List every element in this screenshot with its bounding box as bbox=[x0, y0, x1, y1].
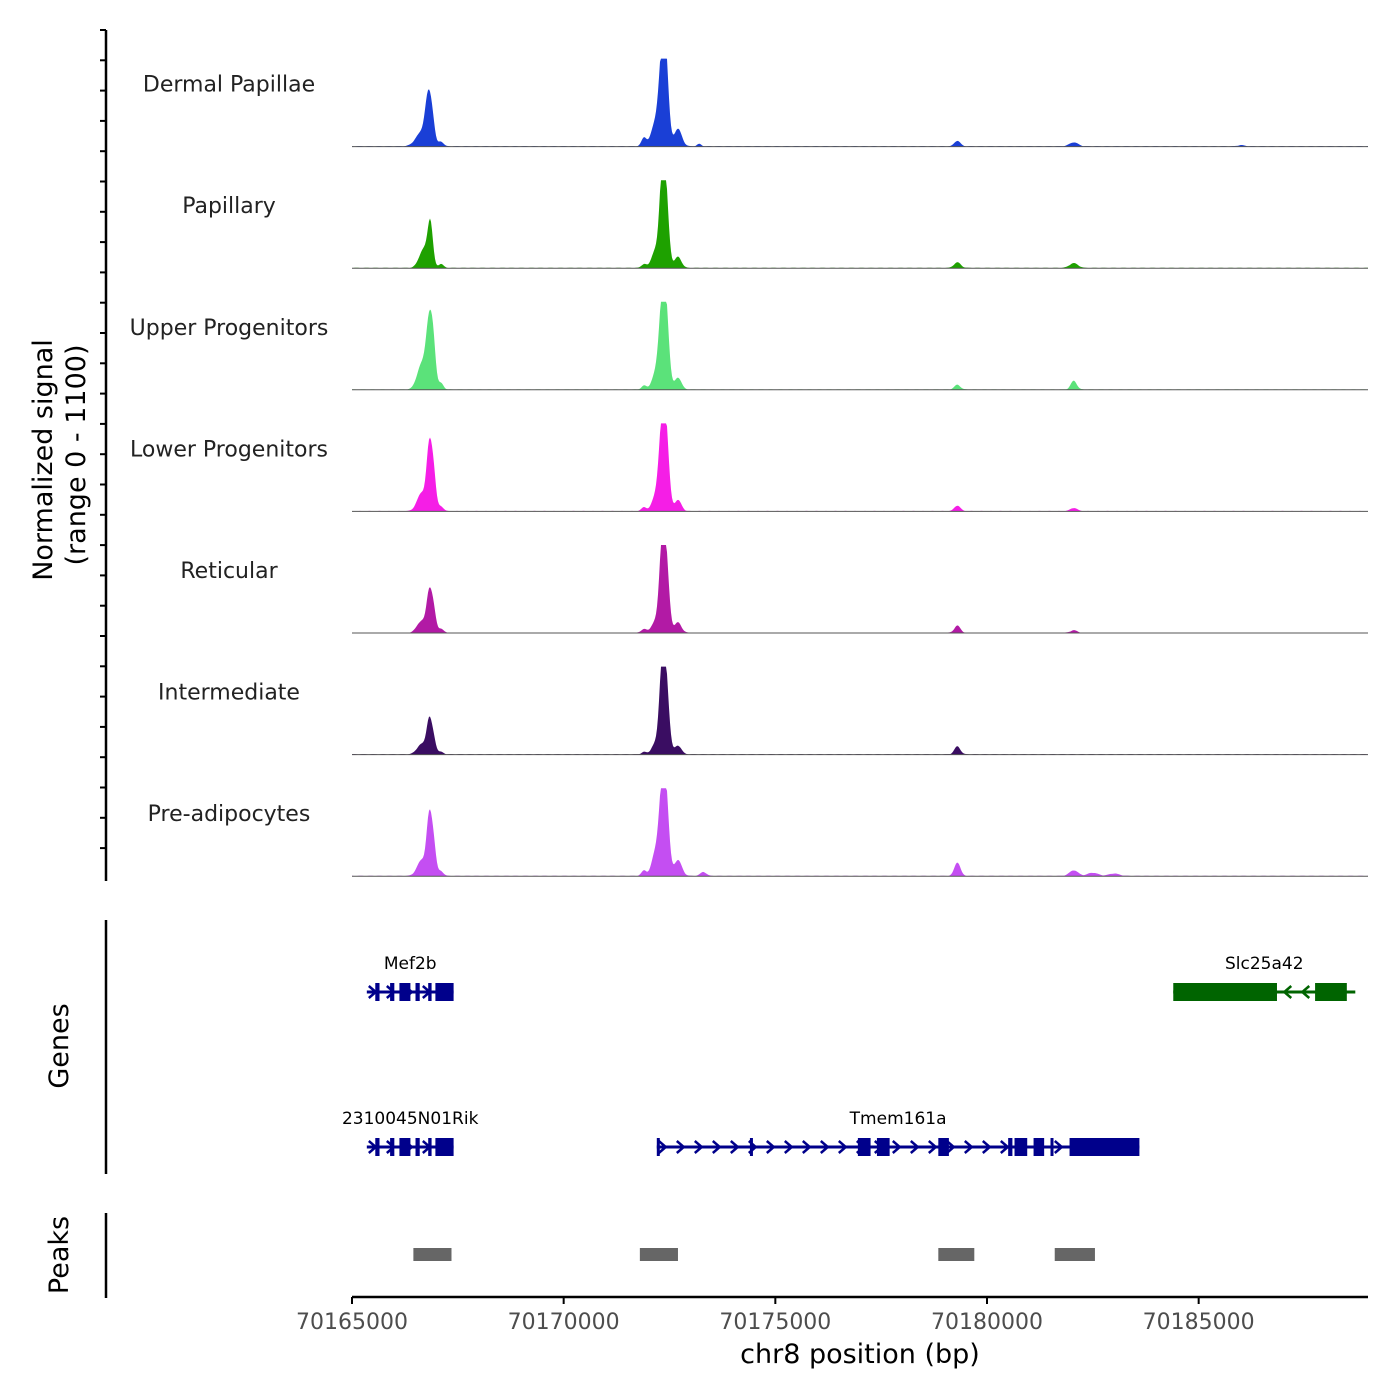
gene-strand-arrow bbox=[1300, 985, 1311, 999]
track-label: Upper Progenitors bbox=[130, 316, 329, 341]
peak-region bbox=[1054, 1248, 1095, 1261]
gene-strand-arrow bbox=[693, 1140, 704, 1154]
y-axis-range: (range 0 - 1100) bbox=[61, 345, 92, 566]
gene-exon bbox=[1008, 1138, 1013, 1156]
gene-exon bbox=[390, 983, 395, 1001]
gene-strand-arrow bbox=[891, 1140, 902, 1154]
peak-region bbox=[938, 1248, 975, 1261]
gene-exon bbox=[428, 1138, 432, 1156]
gene-strand-arrow bbox=[729, 1140, 740, 1154]
gene-strand-arrow bbox=[1053, 1140, 1064, 1154]
track-label: Reticular bbox=[180, 559, 278, 584]
peaks-panel bbox=[104, 1213, 1095, 1298]
peak-region bbox=[639, 1248, 678, 1261]
x-axis: 70165000 70170000 70175000 70180000 70185000 bbox=[296, 1295, 1368, 1335]
gene-strand-arrow bbox=[801, 1140, 812, 1154]
gene-strand-arrow bbox=[999, 1140, 1010, 1154]
gene-label: Tmem161a bbox=[849, 1109, 947, 1129]
gene-strand-arrow bbox=[783, 1140, 794, 1154]
gene-exon bbox=[399, 983, 411, 1001]
gene-exon bbox=[399, 1138, 411, 1156]
gene-exon bbox=[1173, 983, 1277, 1001]
y-axis-title: Normalized signal bbox=[28, 339, 59, 581]
gene-exon bbox=[1033, 1138, 1045, 1156]
gene-label: Mef2b bbox=[384, 954, 437, 974]
gene-strand-arrow bbox=[675, 1140, 686, 1154]
x-tick-label: 70185000 bbox=[1143, 1310, 1255, 1335]
track-label: Dermal Papillae bbox=[143, 73, 315, 98]
genes-axis-title: Genes bbox=[44, 1003, 75, 1088]
gene-exon bbox=[375, 1138, 380, 1156]
gene-exon bbox=[857, 1138, 871, 1156]
track-label: Intermediate bbox=[158, 681, 300, 706]
gene-exon bbox=[415, 1138, 420, 1156]
gene-strand-arrow bbox=[765, 1140, 776, 1154]
gene-strand-arrow bbox=[945, 1140, 956, 1154]
x-tick-label: 70170000 bbox=[508, 1310, 620, 1335]
track-label: Papillary bbox=[182, 194, 276, 219]
gene-exon bbox=[749, 1138, 753, 1156]
gene-exon bbox=[390, 1138, 395, 1156]
gene-exon bbox=[1069, 1138, 1140, 1156]
x-tick-label: 70180000 bbox=[931, 1310, 1043, 1335]
track-label: Pre-adipocytes bbox=[148, 802, 311, 827]
gene-strand-arrow bbox=[711, 1140, 722, 1154]
gene-exon bbox=[938, 1138, 949, 1156]
gene-exon bbox=[876, 1138, 890, 1156]
gene-exon bbox=[375, 983, 380, 1001]
genes-panel: Mef2b Slc25a42 2310045N01Rik Tmem161a bbox=[104, 920, 1356, 1174]
gene-strand-arrow bbox=[927, 1140, 938, 1154]
coverage-panel: Dermal Papillae Papillary Upper Progenitor… bbox=[100, 29, 1368, 881]
gene-label: 2310045N01Rik bbox=[342, 1109, 479, 1129]
x-tick-label: 70175000 bbox=[719, 1310, 831, 1335]
gene-strand-arrow bbox=[963, 1140, 974, 1154]
gene-exon bbox=[435, 1138, 454, 1156]
gene-strand-arrow bbox=[657, 1140, 668, 1154]
gene-exon bbox=[1014, 1138, 1028, 1156]
gene-strand-arrow bbox=[909, 1140, 920, 1154]
gene-exon bbox=[656, 1138, 660, 1156]
peak-region bbox=[413, 1248, 452, 1261]
gene-strand-arrow bbox=[837, 1140, 848, 1154]
x-axis-title: chr8 position (bp) bbox=[740, 1339, 980, 1370]
gene-exon bbox=[428, 983, 432, 1001]
gene-exon bbox=[1315, 983, 1347, 1001]
gene-exon bbox=[415, 983, 420, 1001]
gene-strand-arrow bbox=[1282, 985, 1293, 999]
gene-exon bbox=[1050, 1138, 1054, 1156]
gene-exon bbox=[435, 983, 454, 1001]
track-label: Lower Progenitors bbox=[130, 437, 328, 462]
x-tick-label: 70165000 bbox=[296, 1310, 408, 1335]
gene-strand-arrow bbox=[819, 1140, 830, 1154]
gene-label: Slc25a42 bbox=[1225, 954, 1304, 974]
peaks-axis-title: Peaks bbox=[44, 1216, 75, 1294]
gene-strand-arrow bbox=[981, 1140, 992, 1154]
